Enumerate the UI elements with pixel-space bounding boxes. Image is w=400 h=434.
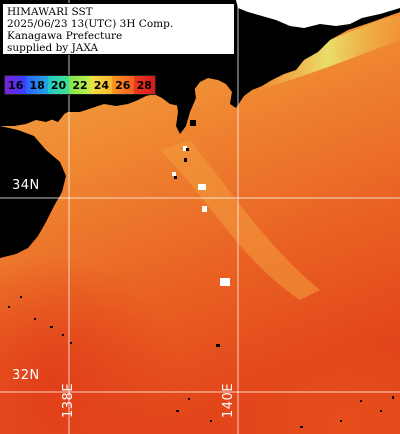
lat-label-34n: 34N (12, 178, 40, 193)
land-shima (44, 96, 66, 122)
title-line-datetime: 2025/06/23 13(UTC) 3H Comp. (7, 18, 174, 30)
islands (174, 120, 220, 347)
legend-label-28: 28 (136, 78, 152, 92)
legend-label-18: 18 (29, 78, 45, 92)
land-izu-peninsula (172, 70, 196, 134)
legend-labels: 16 18 20 22 24 26 28 (5, 76, 155, 94)
land-miura (226, 60, 240, 88)
legend-label-16: 16 (8, 78, 24, 92)
legend-label-20: 20 (50, 78, 67, 92)
legend-swatch-18 (26, 76, 48, 94)
legend-swatch-28 (133, 76, 155, 94)
legend-swatch-20 (47, 76, 70, 94)
map-title-box: HIMAWARI SST 2025/06/23 13(UTC) 3H Comp.… (2, 3, 235, 55)
cloud-specks (172, 146, 230, 286)
legend-swatch-24 (90, 76, 113, 94)
sst-color-legend: 16 18 20 22 24 26 28 (4, 75, 156, 95)
title-line-product: HIMAWARI SST (7, 6, 93, 18)
legend-label-24: 24 (93, 78, 110, 92)
lon-label-140e: 140E (221, 382, 236, 418)
legend-swatch-26 (112, 76, 134, 94)
legend-label-26: 26 (115, 78, 131, 92)
legend-label-22: 22 (72, 78, 88, 92)
legend-swatch-22 (69, 76, 91, 94)
title-line-source: supplied by JAXA (7, 42, 99, 54)
lat-label-32n: 32N (12, 368, 40, 383)
legend-swatch-16 (5, 76, 27, 94)
cloud-patch-coast (236, 0, 400, 28)
land-kii-west (0, 126, 66, 258)
land-boso (246, 38, 278, 76)
title-line-region: Kanagawa Prefecture (7, 30, 123, 42)
lon-label-138e: 138E (61, 382, 76, 418)
pixel-noise (8, 296, 394, 428)
cool-band (160, 140, 320, 300)
